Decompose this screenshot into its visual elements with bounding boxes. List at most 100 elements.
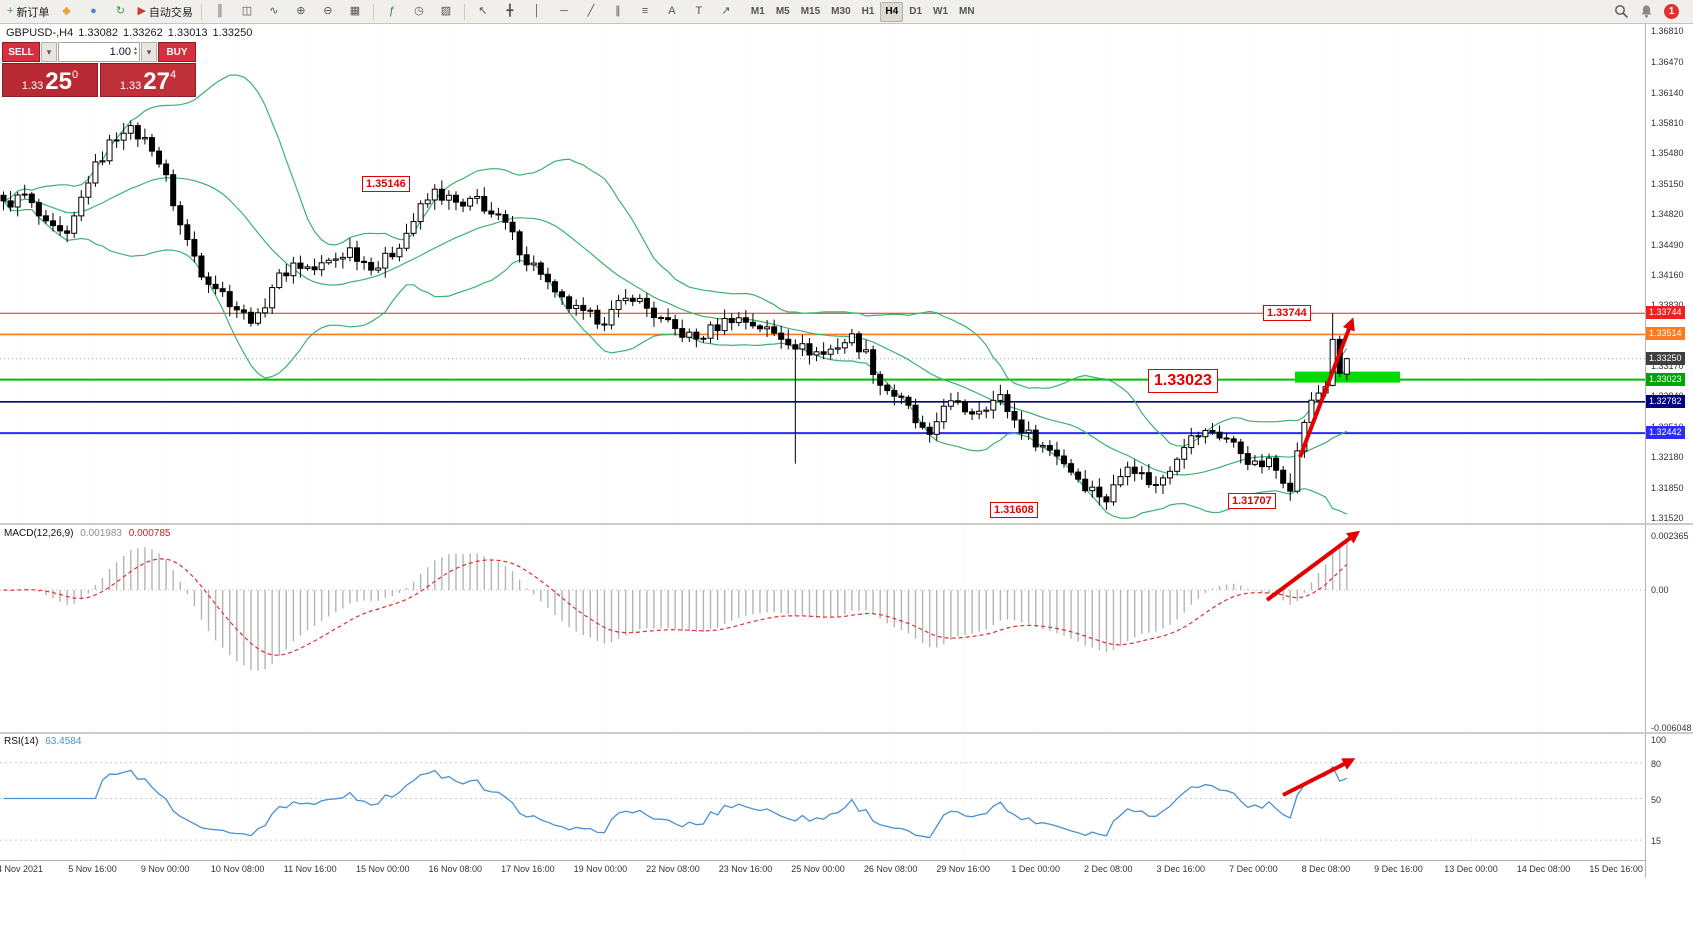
price-tag-1-33250: 1.33250 bbox=[1646, 351, 1685, 365]
buy-options-caret[interactable]: ▾ bbox=[141, 42, 157, 62]
timeframe-mn[interactable]: MN bbox=[959, 6, 975, 17]
panel-splitter-rsi[interactable] bbox=[0, 732, 1693, 734]
price-tick: 1.31520 bbox=[1651, 512, 1684, 523]
buy-button[interactable]: BUY bbox=[158, 42, 196, 62]
channel-button[interactable]: ∥ bbox=[605, 1, 631, 23]
annotation-1-33023[interactable]: 1.33023 bbox=[1148, 368, 1218, 393]
search-icon[interactable] bbox=[1614, 4, 1629, 19]
volume-spinner[interactable]: ▴ ▾ bbox=[133, 46, 137, 57]
buy-price-button[interactable]: 1.33 27 4 bbox=[100, 63, 196, 97]
main-gridlines bbox=[19, 24, 1617, 523]
trendline-button[interactable]: ╱ bbox=[578, 1, 604, 23]
main-price-chart[interactable] bbox=[0, 24, 1645, 523]
date-label: 10 Nov 08:00 bbox=[210, 864, 265, 874]
bollinger-bands bbox=[3, 74, 1348, 519]
crosshair-button[interactable]: ╋ bbox=[497, 1, 523, 23]
sell-options-caret[interactable]: ▾ bbox=[41, 42, 57, 62]
date-label: 26 Nov 08:00 bbox=[863, 864, 918, 874]
highlight-rect[interactable] bbox=[1295, 371, 1400, 383]
rsi-line bbox=[3, 765, 1348, 839]
date-label: 19 Nov 00:00 bbox=[573, 864, 628, 874]
cursor-button[interactable]: ↖ bbox=[470, 1, 496, 23]
annotation-1-35146[interactable]: 1.35146 bbox=[362, 176, 410, 193]
date-axis[interactable]: 4 Nov 2021 5 Nov 16:00 9 Nov 00:00 10 Nov 0… bbox=[0, 860, 1645, 878]
price-tick: 1.31850 bbox=[1651, 482, 1684, 493]
vline-button[interactable]: │ bbox=[524, 1, 550, 23]
price-tag-1-33514: 1.33514 bbox=[1646, 327, 1685, 341]
date-label: 9 Nov 00:00 bbox=[140, 864, 190, 874]
candles-chart-button[interactable]: ◫ bbox=[234, 1, 260, 23]
date-label: 17 Nov 16:00 bbox=[501, 864, 555, 874]
alerts-bell-icon[interactable] bbox=[1639, 4, 1654, 19]
ohlc-open: 1.33082 bbox=[78, 27, 119, 39]
price-tick: 1.35810 bbox=[1651, 118, 1684, 129]
text-button[interactable]: A bbox=[659, 1, 685, 23]
macd-indicator-panel[interactable] bbox=[0, 525, 1645, 732]
main-toolbar: + 新订单 ◆ ● ↻ ▶ 自动交易 ║ ◫ ∿ ⊕ ⊖ ▦ ƒ ◷ ▨ ↖ ╋ │ ─ ╱ ∥ ≡ A T ↗ M1 M5 M15 M… bbox=[0, 0, 1693, 24]
refresh-icon: ↻ bbox=[115, 5, 126, 17]
new-order-button[interactable]: + 新订单 bbox=[4, 1, 52, 23]
bars-chart-button[interactable]: ║ bbox=[207, 1, 233, 23]
timeframe-group: M1 M5 M15 M30 H1 H4 D1 W1 MN bbox=[746, 1, 980, 22]
vline-icon: │ bbox=[533, 5, 541, 17]
fibonacci-icon: ≡ bbox=[641, 5, 649, 17]
metaeditor-button[interactable]: ◆ bbox=[53, 1, 79, 23]
rsi-axis-label: 15 bbox=[1651, 836, 1662, 847]
sell-price-big: 25 bbox=[45, 68, 72, 95]
annotation-1-31608[interactable]: 1.31608 bbox=[990, 501, 1038, 518]
text-icon: A bbox=[668, 5, 676, 17]
zoom-in-button[interactable]: ⊕ bbox=[288, 1, 314, 23]
sell-button[interactable]: SELL bbox=[2, 42, 40, 62]
buy-price-base: 1.33 bbox=[119, 80, 142, 92]
price-tick: 1.33170 bbox=[1651, 361, 1684, 372]
timeframe-d1[interactable]: D1 bbox=[909, 6, 923, 17]
panel-splitter-macd[interactable] bbox=[0, 523, 1693, 525]
timeframe-m30[interactable]: M30 bbox=[831, 6, 851, 17]
annotation-1-31707[interactable]: 1.31707 bbox=[1228, 492, 1276, 509]
trend-arrow-main[interactable] bbox=[1298, 317, 1355, 458]
macd-axis-label: 0.00 bbox=[1651, 584, 1669, 595]
periods-icon: ◷ bbox=[414, 5, 424, 17]
indicators-button[interactable]: ƒ bbox=[379, 1, 405, 23]
price-tag-1-32782: 1.32782 bbox=[1646, 394, 1685, 408]
templates-button[interactable]: ▨ bbox=[433, 1, 459, 23]
timeframe-m5[interactable]: M5 bbox=[775, 6, 790, 17]
price-tag-1-32442: 1.32442 bbox=[1646, 426, 1685, 440]
tile-windows-button[interactable]: ▦ bbox=[342, 1, 368, 23]
hline-button[interactable]: ─ bbox=[551, 1, 577, 23]
trend-arrow-macd[interactable] bbox=[1265, 530, 1361, 602]
line-chart-button[interactable]: ∿ bbox=[261, 1, 287, 23]
zoom-out-button[interactable]: ⊖ bbox=[315, 1, 341, 23]
price-tick: 1.33830 bbox=[1651, 300, 1684, 310]
auto-trading-button[interactable]: ▶ 自动交易 bbox=[134, 1, 195, 23]
macd-axis-label: -0.006048 bbox=[1651, 723, 1692, 733]
timeframe-m1[interactable]: M1 bbox=[750, 6, 765, 17]
notification-badge[interactable]: 1 bbox=[1664, 4, 1679, 19]
auto-trading-icon: ▶ bbox=[137, 5, 146, 17]
timeframe-h4[interactable]: H4 bbox=[880, 1, 904, 22]
timeframe-h1[interactable]: H1 bbox=[861, 6, 875, 17]
refresh-button[interactable]: ↻ bbox=[107, 1, 133, 23]
macd-gridlines bbox=[19, 525, 1617, 732]
price-tick: 1.36810 bbox=[1651, 26, 1684, 36]
buy-price-big: 27 bbox=[143, 68, 170, 95]
rsi-indicator-panel[interactable] bbox=[0, 734, 1645, 860]
sell-price-button[interactable]: 1.33 25 0 bbox=[2, 63, 98, 97]
annotation-1-33744[interactable]: 1.33744 bbox=[1263, 305, 1311, 322]
timeframe-m15[interactable]: M15 bbox=[800, 6, 821, 17]
price-axis[interactable]: 1.36810 1.36470 1.36140 1.35810 1.35480 1.351… bbox=[1645, 24, 1693, 878]
horizontal-level-lines[interactable] bbox=[0, 312, 1645, 435]
timeframe-w1[interactable]: W1 bbox=[933, 6, 949, 17]
zoom-out-icon: ⊖ bbox=[323, 5, 333, 17]
rsi-axis-label: 50 bbox=[1651, 794, 1662, 805]
volume-input[interactable]: 1.00 ▴ ▾ bbox=[58, 42, 140, 62]
label-button[interactable]: T bbox=[686, 1, 712, 23]
arrows-button[interactable]: ↗ bbox=[713, 1, 739, 23]
market-watch-button[interactable]: ● bbox=[80, 1, 106, 23]
fibonacci-button[interactable]: ≡ bbox=[632, 1, 658, 23]
periods-button[interactable]: ◷ bbox=[406, 1, 432, 23]
macd-label: MACD(12,26,9) 0.001983 0.000785 bbox=[4, 528, 174, 539]
trend-arrow-rsi[interactable] bbox=[1282, 758, 1356, 797]
candles-chart-icon: ◫ bbox=[241, 5, 253, 17]
price-tag-1-33023: 1.33023 bbox=[1646, 372, 1685, 386]
